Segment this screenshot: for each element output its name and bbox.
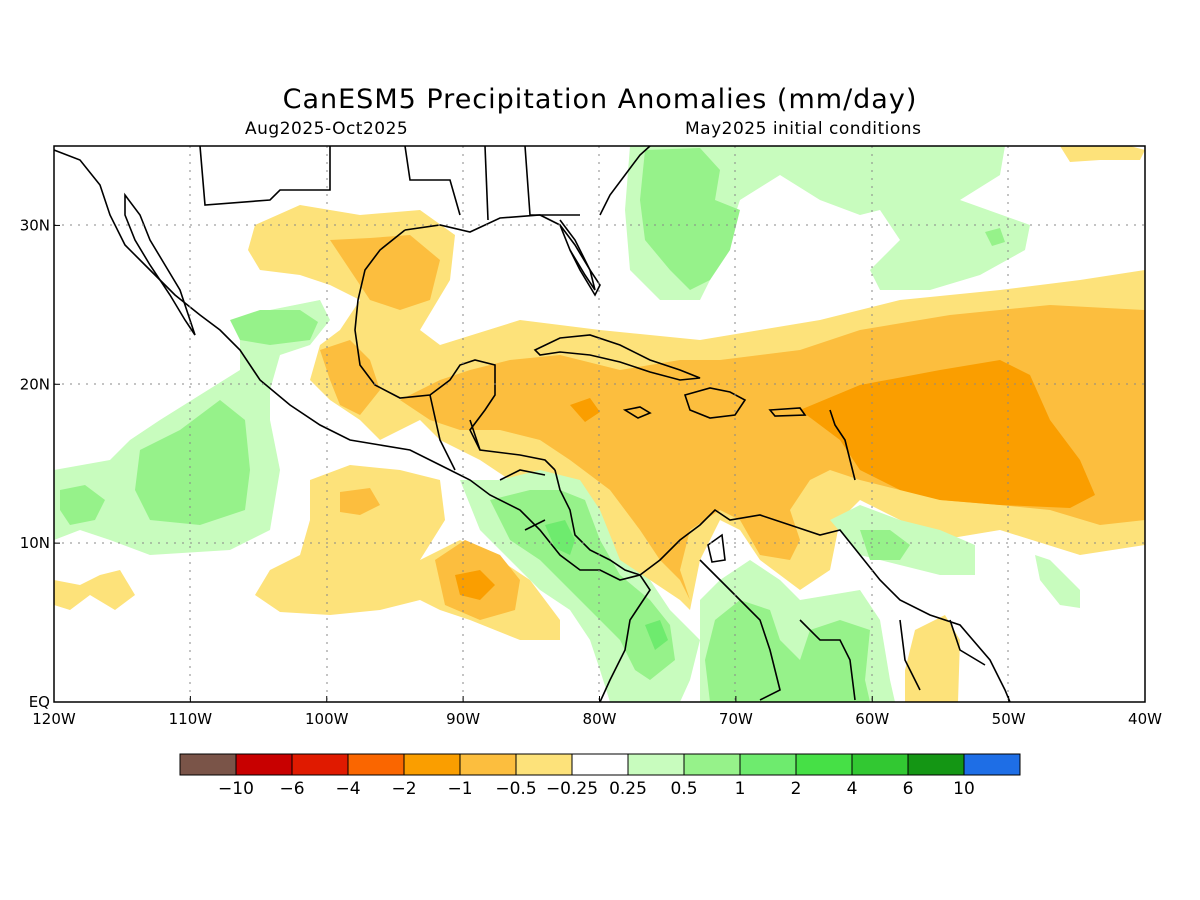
y-tick-label: EQ xyxy=(29,693,50,711)
colorbar-swatch xyxy=(739,753,797,776)
dry-anomaly-region-strong-pacific xyxy=(455,570,495,600)
dry-anomaly-region-medium-mexico xyxy=(320,340,380,415)
x-tick-label: 60W xyxy=(855,710,889,728)
dry-anomaly-region-far-west xyxy=(54,570,135,610)
wet-anomaly-region-atlantic-core xyxy=(640,148,740,290)
colorbar-swatch xyxy=(907,753,965,776)
dry-anomaly-region-strong xyxy=(800,360,1095,508)
wet-anomaly-region-baja xyxy=(230,310,318,345)
dry-anomaly-region-medium xyxy=(330,235,440,310)
axis-ticks: 120W 110W 100W 90W 80W 70W 60W 50W 40W EQ 10N 20N 30… xyxy=(20,216,1162,728)
y-tick-label: 20N xyxy=(20,375,50,393)
wet-anomaly-region-strong xyxy=(545,520,575,555)
x-tick-label: 80W xyxy=(583,710,617,728)
colorbar-swatch xyxy=(179,753,237,776)
colorbar-label: −6 xyxy=(279,779,304,799)
y-tick-label: 30N xyxy=(20,216,50,234)
anomaly-fields xyxy=(54,146,1145,702)
colorbar-label: 6 xyxy=(903,779,914,799)
coastlines xyxy=(54,146,1011,702)
colorbar-label: −10 xyxy=(218,779,254,799)
x-tick-label: 100W xyxy=(305,710,349,728)
colorbar-swatch xyxy=(459,753,517,776)
dry-anomaly-region-medium-pacific-2 xyxy=(340,488,380,515)
colorbar-label: −2 xyxy=(391,779,416,799)
colorbar-swatch xyxy=(347,753,405,776)
dry-anomaly-region-ne xyxy=(1060,146,1145,162)
x-tick-label: 50W xyxy=(992,710,1026,728)
wet-anomaly-region-atlantic xyxy=(625,146,1030,300)
wet-anomaly-region-pacific-core xyxy=(135,400,250,525)
wet-anomaly-region-pacific-core-2 xyxy=(60,485,105,525)
colorbar-swatch xyxy=(963,753,1021,776)
dry-anomaly-region-guiana xyxy=(905,615,960,702)
chart-title: CanESM5 Precipitation Anomalies (mm/day) xyxy=(282,84,918,115)
x-tick-label: 40W xyxy=(1128,710,1162,728)
colorbar-label: 4 xyxy=(847,779,858,799)
colorbar-label: −0.25 xyxy=(546,779,598,799)
colorbar-label: 1 xyxy=(735,779,746,799)
valid-period: Aug2025-Oct2025 xyxy=(245,119,409,139)
x-tick-label: 120W xyxy=(32,710,76,728)
wet-anomaly-region-east xyxy=(1035,555,1080,608)
wet-anomaly-region-atl-dot xyxy=(985,228,1005,246)
colorbar-swatch xyxy=(851,753,909,776)
initial-conditions: May2025 initial conditions xyxy=(685,119,922,139)
colorbar-swatch xyxy=(291,753,349,776)
wet-anomaly-region-trinidad-core xyxy=(860,530,910,560)
x-tick-label: 110W xyxy=(169,710,213,728)
colorbar-label: −0.5 xyxy=(495,779,536,799)
colorbar-swatch xyxy=(795,753,853,776)
colorbar-swatch xyxy=(627,753,685,776)
x-tick-label: 70W xyxy=(719,710,753,728)
colorbar-label: 0.5 xyxy=(670,779,697,799)
colorbar-label: 2 xyxy=(791,779,802,799)
colorbar: −10 −6 −4 −2 −1 −0.5 −0.25 0.25 0.5 1 2 4 6 10 xyxy=(179,753,1021,799)
dry-anomaly-region-strong-haiti xyxy=(570,398,600,422)
colorbar-swatch xyxy=(515,753,573,776)
colorbar-swatch xyxy=(571,753,629,776)
colorbar-label: −1 xyxy=(447,779,472,799)
wet-anomaly-region-strong-2 xyxy=(645,620,668,650)
colorbar-label: 10 xyxy=(953,779,975,799)
colorbar-label: −4 xyxy=(335,779,360,799)
y-tick-label: 10N xyxy=(20,534,50,552)
grid-lines xyxy=(54,146,1145,702)
colorbar-swatch xyxy=(235,753,293,776)
colorbar-swatch xyxy=(403,753,461,776)
wet-anomaly-region-sa-core xyxy=(705,600,870,702)
wet-anomaly-region-ca-core xyxy=(490,490,675,680)
colorbar-swatch xyxy=(683,753,741,776)
x-tick-label: 90W xyxy=(446,710,480,728)
colorbar-label: 0.25 xyxy=(609,779,647,799)
